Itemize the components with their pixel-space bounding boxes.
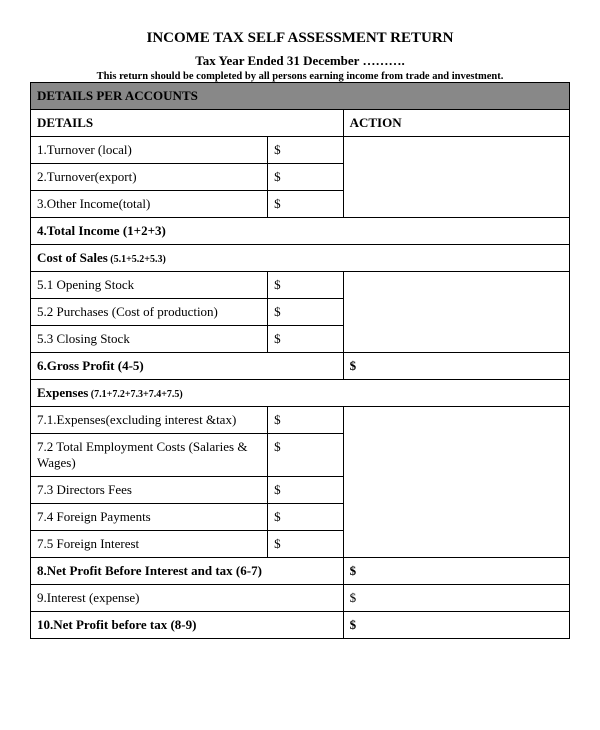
- row-foreign-interest: 7.5 Foreign Interest: [31, 531, 268, 558]
- currency-cell: $: [268, 191, 343, 218]
- row-net-profit-before-int: 8.Net Profit Before Interest and tax (6-…: [31, 558, 344, 585]
- row-directors-fees: 7.3 Directors Fees: [31, 477, 268, 504]
- action-cell: [343, 407, 569, 434]
- currency-cell: $: [343, 612, 569, 639]
- currency-cell: $: [268, 299, 343, 326]
- currency-cell: $: [343, 558, 569, 585]
- tax-year-subtitle: Tax Year Ended 31 December ……….: [30, 53, 570, 69]
- currency-cell: $: [268, 137, 343, 164]
- currency-cell: $: [268, 326, 343, 353]
- row-closing-stock: 5.3 Closing Stock: [31, 326, 268, 353]
- row-turnover-export: 2.Turnover(export): [31, 164, 268, 191]
- row-turnover-local: 1.Turnover (local): [31, 137, 268, 164]
- currency-cell: $: [268, 477, 343, 504]
- action-cell: [343, 504, 569, 531]
- action-cell: [343, 326, 569, 353]
- row-cost-of-sales: Cost of Sales (5.1+5.2+5.3): [31, 245, 570, 272]
- row-opening-stock: 5.1 Opening Stock: [31, 272, 268, 299]
- action-cell: [343, 477, 569, 504]
- action-cell: [343, 299, 569, 326]
- row-gross-profit: 6.Gross Profit (4-5): [31, 353, 344, 380]
- currency-cell: $: [268, 504, 343, 531]
- currency-cell: $: [268, 272, 343, 299]
- action-header: ACTION: [343, 110, 569, 137]
- section-header: DETAILS PER ACCOUNTS: [31, 83, 570, 110]
- expenses-label: Expenses: [37, 385, 88, 400]
- currency-cell: $: [268, 531, 343, 558]
- row-purchases: 5.2 Purchases (Cost of production): [31, 299, 268, 326]
- page-title: INCOME TAX SELF ASSESSMENT RETURN: [30, 30, 570, 47]
- row-other-income: 3.Other Income(total): [31, 191, 268, 218]
- row-interest-expense: 9.Interest (expense): [31, 585, 344, 612]
- currency-cell: $: [268, 434, 343, 477]
- row-expenses-excl: 7.1.Expenses(excluding interest &tax): [31, 407, 268, 434]
- row-emp-costs: 7.2 Total Employment Costs (Salaries & W…: [31, 434, 268, 477]
- currency-cell: $: [343, 585, 569, 612]
- action-cell: [343, 191, 569, 218]
- action-cell: [343, 164, 569, 191]
- instruction-note: This return should be completed by all p…: [30, 71, 570, 82]
- action-cell: [343, 531, 569, 558]
- cost-of-sales-label: Cost of Sales: [37, 250, 108, 265]
- assessment-table: DETAILS PER ACCOUNTS DETAILS ACTION 1.Tu…: [30, 82, 570, 639]
- cost-of-sales-formula: (5.1+5.2+5.3): [108, 254, 166, 265]
- currency-cell: $: [343, 353, 569, 380]
- action-cell: [343, 434, 569, 477]
- action-cell: [343, 137, 569, 164]
- row-total-income: 4.Total Income (1+2+3): [31, 218, 570, 245]
- expenses-formula: (7.1+7.2+7.3+7.4+7.5): [88, 389, 182, 400]
- row-expenses: Expenses (7.1+7.2+7.3+7.4+7.5): [31, 380, 570, 407]
- details-header: DETAILS: [31, 110, 344, 137]
- currency-cell: $: [268, 407, 343, 434]
- row-foreign-payments: 7.4 Foreign Payments: [31, 504, 268, 531]
- row-net-profit-before-tax: 10.Net Profit before tax (8-9): [31, 612, 344, 639]
- action-cell: [343, 272, 569, 299]
- currency-cell: $: [268, 164, 343, 191]
